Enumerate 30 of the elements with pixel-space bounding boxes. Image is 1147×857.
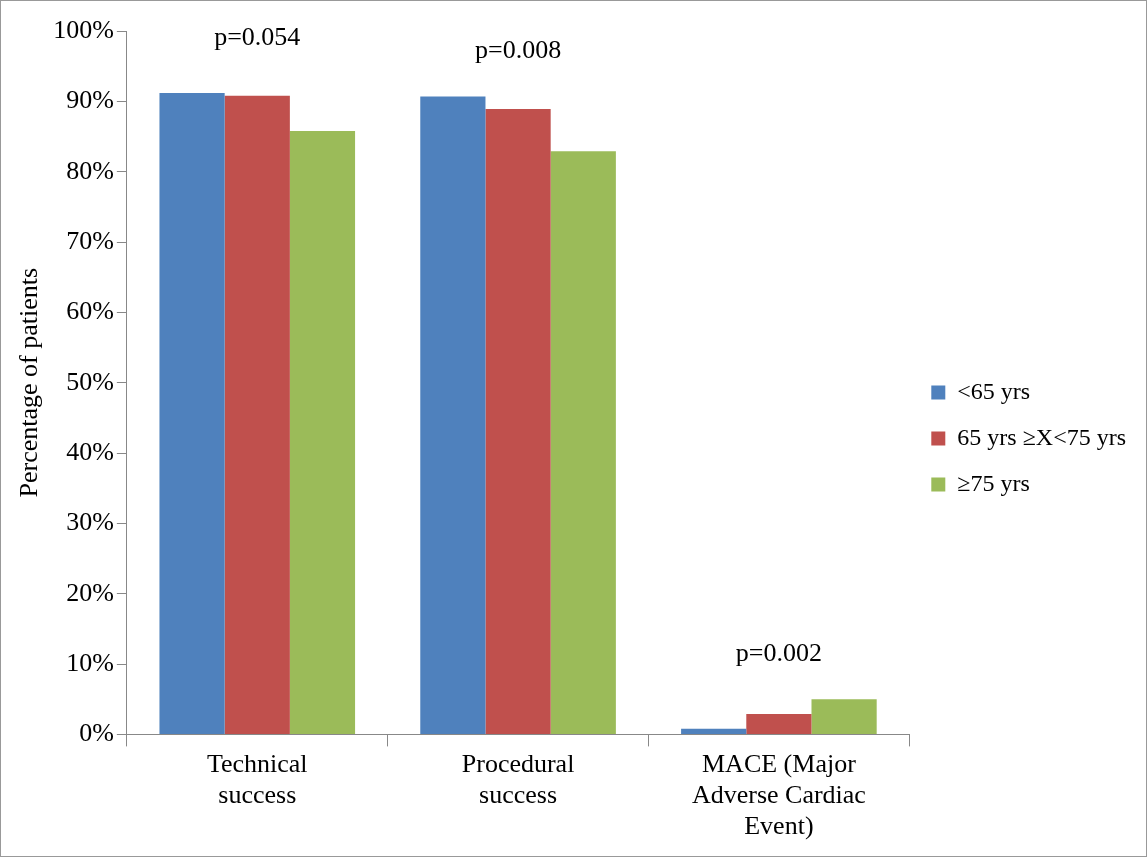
legend-label: ≥75 yrs: [957, 469, 1030, 496]
bar: [550, 151, 616, 734]
y-tick-label: 100%: [53, 14, 114, 44]
bar: [224, 95, 290, 734]
annotation: p=0.002: [735, 638, 822, 668]
bar: [289, 130, 356, 734]
x-tick-label: MACE (Major Adverse Cardiac Event): [691, 748, 866, 841]
bar: [811, 699, 877, 734]
y-tick-label: 40%: [66, 436, 114, 466]
y-tick-label: 70%: [66, 225, 114, 255]
bar: [420, 96, 486, 734]
annotation: p=0.054: [214, 21, 301, 51]
x-tick-label: Technical success: [206, 748, 308, 810]
y-tick-label: 0%: [79, 718, 114, 748]
bar: [746, 714, 812, 734]
bar: [485, 109, 551, 734]
y-tick-label: 60%: [66, 296, 114, 326]
bar: [681, 728, 747, 734]
annotation: p=0.008: [474, 35, 562, 65]
y-tick-label: 10%: [66, 647, 114, 677]
y-tick-label: 90%: [66, 85, 114, 115]
x-tick-label: Procedural success: [461, 748, 575, 810]
y-tick-label: 20%: [66, 577, 114, 607]
y-tick-label: 50%: [66, 366, 114, 396]
y-axis-title: Percentage of patients: [14, 267, 44, 498]
y-tick-label: 80%: [66, 155, 114, 185]
legend-label: 65 yrs ≥X<75 yrs: [957, 423, 1126, 450]
legend-label: <65 yrs: [957, 377, 1031, 404]
y-tick-label: 30%: [66, 507, 114, 537]
bar: [159, 92, 225, 734]
